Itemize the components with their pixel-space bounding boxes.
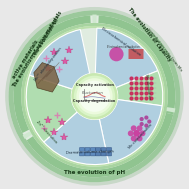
Wedge shape	[30, 29, 90, 89]
Wedge shape	[116, 71, 163, 106]
FancyBboxPatch shape	[80, 148, 85, 151]
Circle shape	[139, 117, 144, 121]
Circle shape	[133, 130, 140, 137]
Wedge shape	[98, 15, 175, 115]
FancyBboxPatch shape	[80, 152, 85, 156]
FancyBboxPatch shape	[85, 148, 90, 151]
FancyBboxPatch shape	[91, 148, 96, 151]
Circle shape	[76, 78, 113, 114]
Circle shape	[140, 130, 146, 136]
Wedge shape	[44, 112, 109, 165]
Circle shape	[109, 47, 124, 61]
FancyBboxPatch shape	[101, 148, 106, 151]
Wedge shape	[14, 15, 91, 133]
Text: Electrochemical oxidation: Electrochemical oxidation	[100, 26, 141, 57]
Polygon shape	[34, 63, 59, 92]
Circle shape	[139, 122, 144, 126]
Wedge shape	[27, 113, 173, 177]
FancyBboxPatch shape	[85, 152, 90, 156]
Circle shape	[147, 119, 151, 124]
FancyBboxPatch shape	[106, 148, 112, 151]
Text: The evolution of capacity: The evolution of capacity	[127, 7, 172, 62]
Text: contribution ratio from Mn: contribution ratio from Mn	[146, 27, 183, 72]
FancyBboxPatch shape	[95, 152, 101, 156]
Text: Dramatic volume changes: Dramatic volume changes	[66, 149, 114, 155]
Text: Mn²⁺ electrodeposition: Mn²⁺ electrodeposition	[33, 46, 63, 82]
Text: Capacity degradation: Capacity degradation	[73, 99, 116, 103]
FancyBboxPatch shape	[91, 152, 96, 156]
Text: Capacity activation: Capacity activation	[76, 83, 113, 87]
FancyBboxPatch shape	[95, 148, 101, 151]
Circle shape	[9, 10, 180, 182]
Circle shape	[144, 123, 149, 128]
Text: Zn²⁺ dissolution: Zn²⁺ dissolution	[35, 120, 58, 144]
Wedge shape	[26, 75, 77, 142]
Text: The evolution of active materials: The evolution of active materials	[11, 10, 63, 88]
Circle shape	[71, 73, 118, 119]
Circle shape	[5, 7, 184, 186]
Text: The evolution of pH: The evolution of pH	[64, 170, 125, 176]
Text: Electrochemical oxidation: Electrochemical oxidation	[107, 45, 139, 49]
Wedge shape	[92, 15, 97, 23]
Circle shape	[137, 125, 143, 131]
Wedge shape	[9, 10, 180, 182]
FancyBboxPatch shape	[106, 152, 112, 156]
Circle shape	[144, 115, 149, 120]
FancyBboxPatch shape	[101, 152, 106, 156]
Text: The evolution of: The evolution of	[32, 18, 60, 59]
Wedge shape	[21, 23, 168, 170]
Circle shape	[79, 81, 110, 112]
Text: Mn contamination: Mn contamination	[128, 122, 153, 149]
Text: Mn dissolution: Mn dissolution	[144, 74, 151, 100]
Circle shape	[128, 130, 134, 136]
Wedge shape	[99, 100, 162, 163]
Circle shape	[131, 125, 137, 131]
Circle shape	[137, 136, 143, 141]
Wedge shape	[24, 26, 165, 167]
Wedge shape	[95, 28, 158, 88]
Wedge shape	[166, 107, 175, 113]
Text: active materials: active materials	[12, 39, 39, 79]
Circle shape	[131, 136, 137, 141]
Text: Fluctuation: Fluctuation	[82, 91, 104, 95]
Circle shape	[74, 76, 115, 117]
Wedge shape	[23, 131, 32, 139]
